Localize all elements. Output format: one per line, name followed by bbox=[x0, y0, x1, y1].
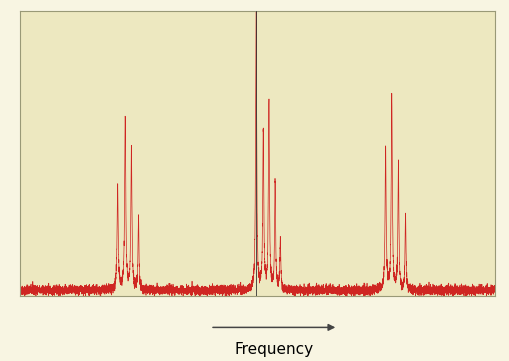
Text: Frequency: Frequency bbox=[234, 342, 313, 357]
